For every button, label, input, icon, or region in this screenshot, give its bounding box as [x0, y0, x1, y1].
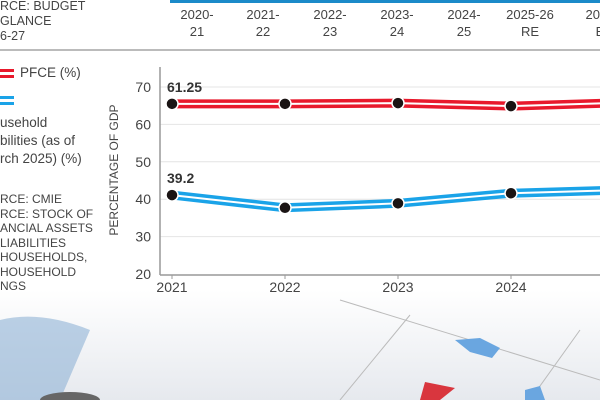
- tick-line: 23: [322, 24, 338, 39]
- source-line: RCE: STOCK OF: [0, 206, 94, 221]
- tick-line: 2023-: [380, 7, 414, 22]
- top-x-tick-label: 2023- 24: [367, 6, 427, 40]
- x-tick-label: 2021: [156, 279, 187, 295]
- x-tick-label: 2023: [382, 279, 413, 295]
- pfce-swatch-icon: [0, 68, 14, 78]
- legend-household: usehold bilities (as of rch 2025) (%): [0, 92, 82, 168]
- map-background: [0, 290, 600, 400]
- line-chart: 20 30 40 50 60 70 PERCENTAGE OF GDP 2021 2022 202…: [107, 67, 600, 295]
- data-point: [504, 99, 518, 113]
- data-label: 61.25: [167, 79, 202, 95]
- top-x-tick-label: 2021- 22: [233, 6, 293, 40]
- top-x-tick-label: 2024- 25: [434, 6, 494, 40]
- tick-line: 2025-26: [506, 7, 554, 22]
- source-line: HOUSEHOLD: [0, 264, 77, 279]
- data-point: [165, 97, 179, 111]
- top-source: RCE: BUDGET GLANCE 6-27: [0, 0, 85, 44]
- tick-line: RE: [520, 24, 540, 39]
- tick-line: 2020-: [180, 7, 214, 22]
- tick-line: 22: [255, 24, 271, 39]
- source-line: RCE: BUDGET: [0, 0, 86, 13]
- data-label: 39.2: [167, 170, 194, 186]
- legend: PFCE (%) usehold bilities (as of rch 202…: [0, 64, 82, 168]
- source-line: LIABILITIES: [0, 235, 67, 250]
- data-point: [391, 96, 405, 110]
- tick-line: 2024-: [447, 7, 481, 22]
- tick-line: 2021-: [246, 7, 280, 22]
- tick-line: 21: [189, 24, 205, 39]
- source-line: 6-27: [0, 29, 26, 43]
- source-line: HOUSEHOLDS,: [0, 250, 88, 264]
- tick-line: 2026: [585, 7, 600, 22]
- top-x-tick-label: 2022- 23: [300, 6, 360, 40]
- top-x-tick-label: 2025-26 RE: [500, 6, 560, 40]
- data-point: [391, 196, 405, 211]
- household-swatch-icon: [0, 96, 14, 105]
- data-point: [278, 97, 292, 111]
- y-tick-label: 20: [135, 266, 151, 282]
- bar-strip: [170, 0, 600, 3]
- y-tick-label: 70: [135, 79, 151, 95]
- source-line: RCE: CMIE: [0, 192, 63, 206]
- source-line: ANCIAL ASSETS: [0, 221, 93, 235]
- source-line: NGS: [0, 279, 27, 293]
- y-tick-label: 60: [135, 116, 151, 132]
- y-tick-label: 40: [135, 191, 151, 207]
- x-tick-label: 2022: [269, 279, 300, 295]
- data-point: [165, 188, 179, 202]
- tick-line: 25: [456, 24, 472, 39]
- y-tick-label: 50: [135, 154, 151, 170]
- top-x-tick-label: 2026 B: [570, 6, 600, 40]
- tick-line: B: [595, 24, 600, 39]
- data-point: [504, 186, 518, 200]
- data-point: [278, 201, 292, 215]
- source-line: GLANCE: [0, 14, 52, 28]
- plot-area: [160, 67, 600, 274]
- tick-line: 2022-: [313, 7, 347, 22]
- chart-sources: RCE: CMIE RCE: STOCK OF ANCIAL ASSETS LIABI…: [0, 192, 93, 294]
- x-tick-label: 2024: [495, 279, 526, 295]
- panel-divider: [0, 49, 600, 51]
- legend-pfce: PFCE (%): [0, 64, 82, 82]
- tick-line: 24: [389, 24, 405, 39]
- y-tick-label: 30: [135, 229, 151, 245]
- y-axis-label: PERCENTAGE OF GDP: [107, 104, 121, 235]
- top-x-tick-label: 2020- 21: [167, 6, 227, 40]
